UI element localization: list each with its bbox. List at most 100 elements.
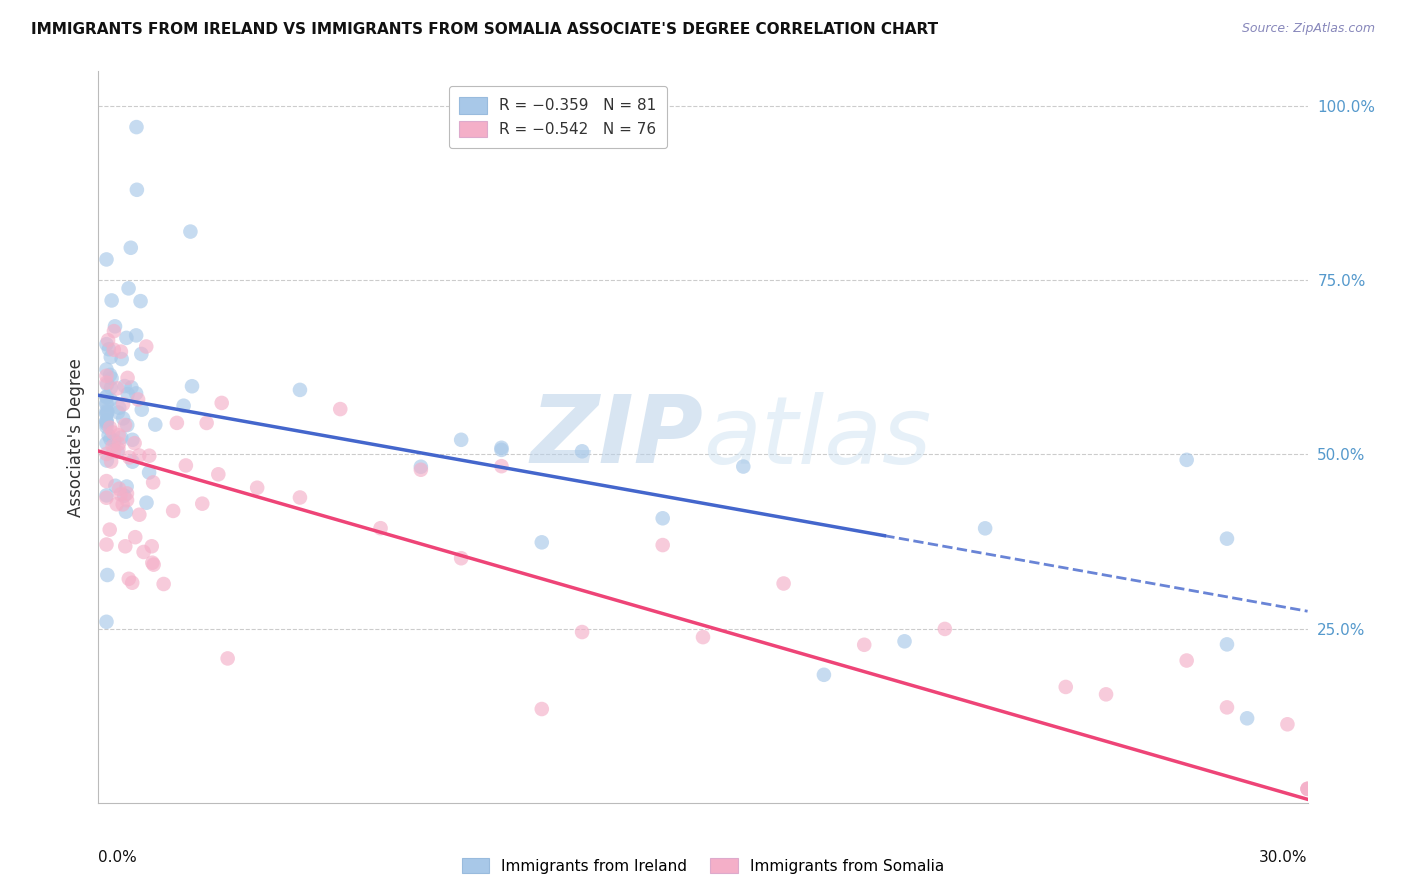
Point <box>96 420 118 434</box>
Point <box>772 576 794 591</box>
Point <box>135 339 157 353</box>
Point <box>108 482 131 496</box>
Point <box>1236 711 1258 725</box>
Point <box>173 399 195 413</box>
Point <box>115 479 138 493</box>
Point <box>103 434 125 448</box>
Point <box>162 504 184 518</box>
Point <box>124 436 146 450</box>
Point <box>733 459 755 474</box>
Point <box>117 371 139 385</box>
Point <box>100 392 122 407</box>
Point <box>651 538 673 552</box>
Point <box>1175 653 1198 667</box>
Point <box>96 474 118 488</box>
Point <box>96 407 118 421</box>
Point <box>117 418 139 433</box>
Point <box>131 402 153 417</box>
Point <box>135 496 157 510</box>
Point <box>409 463 432 477</box>
Point <box>96 376 118 390</box>
Point <box>246 481 269 495</box>
Point <box>121 455 143 469</box>
Point <box>120 241 142 255</box>
Point <box>98 368 121 382</box>
Point <box>96 417 118 431</box>
Point <box>131 347 153 361</box>
Point <box>96 390 118 404</box>
Text: 30.0%: 30.0% <box>1260 850 1308 865</box>
Point <box>96 488 118 502</box>
Point <box>117 387 139 401</box>
Y-axis label: Associate's Degree: Associate's Degree <box>66 358 84 516</box>
Point <box>96 377 118 392</box>
Point <box>288 491 311 505</box>
Point <box>288 383 311 397</box>
Point <box>108 401 131 415</box>
Point <box>103 443 125 458</box>
Point <box>1216 532 1239 546</box>
Text: Source: ZipAtlas.com: Source: ZipAtlas.com <box>1241 22 1375 36</box>
Point <box>138 449 160 463</box>
Point <box>96 405 118 419</box>
Point <box>100 454 122 468</box>
Point <box>121 575 143 590</box>
Point <box>141 556 163 570</box>
Point <box>96 396 118 410</box>
Text: atlas: atlas <box>703 392 931 483</box>
Point <box>112 397 135 411</box>
Text: ZIP: ZIP <box>530 391 703 483</box>
Point <box>96 407 118 421</box>
Point <box>1216 637 1239 651</box>
Point <box>105 497 128 511</box>
Point <box>409 459 432 474</box>
Point <box>98 420 121 434</box>
Point <box>152 577 174 591</box>
Point <box>1216 700 1239 714</box>
Point <box>96 415 118 429</box>
Point <box>104 319 127 334</box>
Point <box>114 418 136 433</box>
Point <box>571 444 593 458</box>
Point <box>491 459 513 474</box>
Point <box>138 466 160 480</box>
Point <box>97 333 120 347</box>
Point <box>692 630 714 644</box>
Point <box>530 535 553 549</box>
Point <box>107 444 129 458</box>
Point <box>96 252 118 267</box>
Point <box>174 458 197 473</box>
Point <box>125 328 148 343</box>
Point <box>893 634 915 648</box>
Point <box>97 342 120 356</box>
Point <box>96 368 118 383</box>
Point <box>651 511 673 525</box>
Point <box>370 521 392 535</box>
Point <box>125 386 148 401</box>
Text: IMMIGRANTS FROM IRELAND VS IMMIGRANTS FROM SOMALIA ASSOCIATE'S DEGREE CORRELATIO: IMMIGRANTS FROM IRELAND VS IMMIGRANTS FR… <box>31 22 938 37</box>
Point <box>813 667 835 681</box>
Point <box>128 449 150 463</box>
Point <box>103 343 125 357</box>
Point <box>141 539 163 553</box>
Point <box>114 539 136 553</box>
Point <box>1054 680 1077 694</box>
Point <box>191 497 214 511</box>
Point <box>181 379 204 393</box>
Point <box>127 392 149 407</box>
Point <box>110 344 132 359</box>
Point <box>118 572 141 586</box>
Point <box>96 436 118 450</box>
Point <box>115 486 138 500</box>
Point <box>96 453 118 467</box>
Point <box>98 523 121 537</box>
Point <box>120 380 142 394</box>
Point <box>1296 781 1319 796</box>
Point <box>96 415 118 429</box>
Point <box>121 433 143 447</box>
Point <box>124 530 146 544</box>
Point <box>132 545 155 559</box>
Point <box>100 371 122 385</box>
Point <box>108 436 131 450</box>
Point <box>100 381 122 395</box>
